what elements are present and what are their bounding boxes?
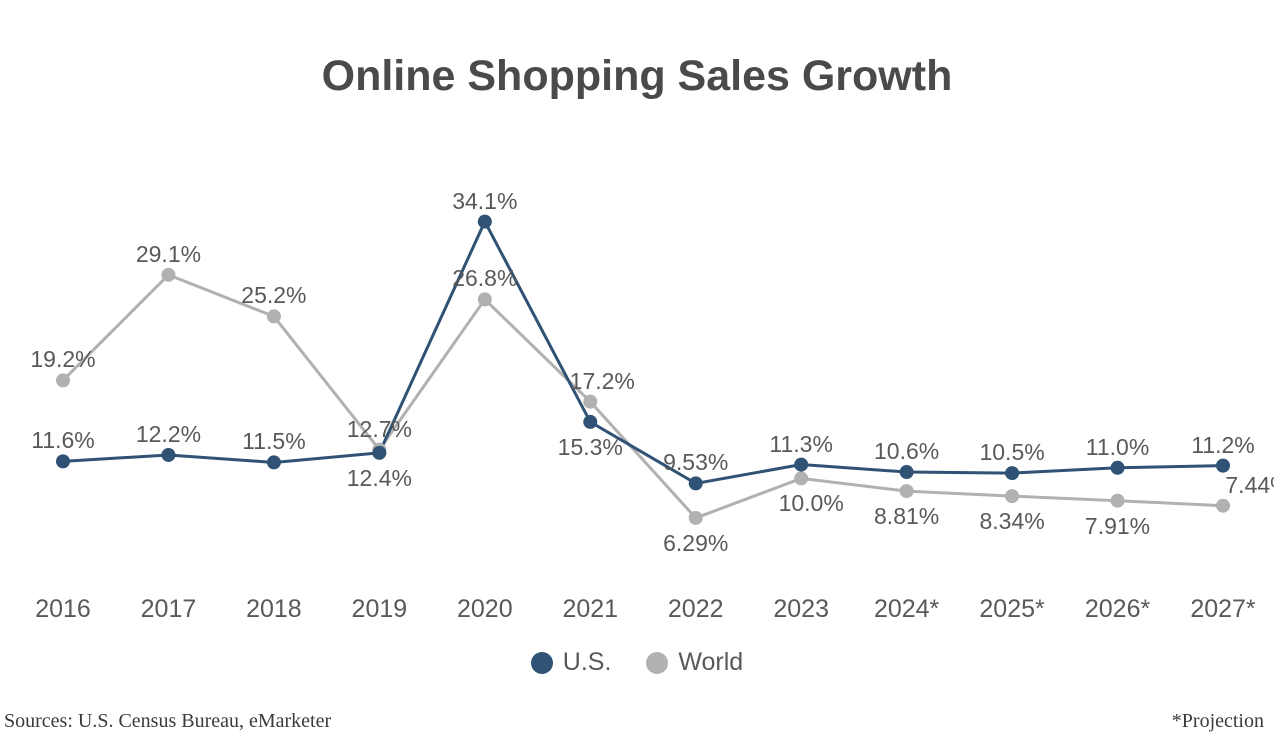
x-axis-label: 2027* [1190, 595, 1255, 624]
legend-dot-world [646, 652, 668, 674]
data-label: 9.53% [663, 449, 728, 476]
legend-label-us: U.S. [563, 648, 612, 677]
legend-item-world: World [646, 648, 743, 677]
data-label: 11.2% [1191, 432, 1255, 459]
data-label: 7.91% [1085, 513, 1150, 540]
legend-label-world: World [678, 648, 743, 677]
legend-item-us: U.S. [531, 648, 612, 677]
data-label: 10.0% [779, 490, 844, 517]
data-label: 12.2% [136, 421, 201, 448]
data-label: 8.81% [874, 503, 939, 530]
x-axis-label: 2016 [35, 595, 91, 624]
data-label: 11.6% [31, 427, 95, 454]
x-axis-label: 2018 [246, 595, 302, 624]
data-label: 10.5% [979, 439, 1044, 466]
data-label: 19.2% [30, 346, 95, 373]
chart-container: Online Shopping Sales Growth 11.6%12.2%1… [0, 0, 1274, 749]
data-label: 12.7% [347, 416, 412, 443]
data-label: 17.2% [570, 368, 635, 395]
data-label: 6.29% [663, 530, 728, 557]
x-axis-label: 2020 [457, 595, 513, 624]
x-axis-label: 2026* [1085, 595, 1150, 624]
projection-note: *Projection [1172, 710, 1264, 733]
source-note: Sources: U.S. Census Bureau, eMarketer [4, 710, 331, 733]
x-axis-label: 2019 [352, 595, 408, 624]
x-axis-label: 2022 [668, 595, 724, 624]
data-label: 8.34% [979, 508, 1044, 535]
x-axis-label: 2025* [979, 595, 1044, 624]
data-label: 7.44% [1225, 472, 1274, 499]
data-label: 15.3% [558, 434, 623, 461]
data-label: 10.6% [874, 438, 939, 465]
data-labels-layer: 11.6% 12.2% 11.5% 12.4% 34.1% 15.3% 9.53% 11.3%… [0, 0, 1274, 749]
data-label: 12.4% [347, 465, 412, 492]
x-axis-label: 2017 [141, 595, 197, 624]
x-axis-labels: 201620172018201920202021202220232024*202… [43, 595, 1243, 630]
x-axis-label: 2023 [773, 595, 829, 624]
data-label: 29.1% [136, 241, 201, 268]
data-label: 11.5% [242, 428, 306, 455]
x-axis-label: 2024* [874, 595, 939, 624]
data-label: 26.8% [452, 265, 517, 292]
data-label: 11.0% [1086, 434, 1150, 461]
legend-dot-us [531, 652, 553, 674]
data-label: 34.1% [452, 188, 517, 215]
data-label: 11.3% [769, 431, 833, 458]
data-label: 25.2% [241, 282, 306, 309]
x-axis-label: 2021 [562, 595, 618, 624]
legend: U.S. World [0, 648, 1274, 681]
